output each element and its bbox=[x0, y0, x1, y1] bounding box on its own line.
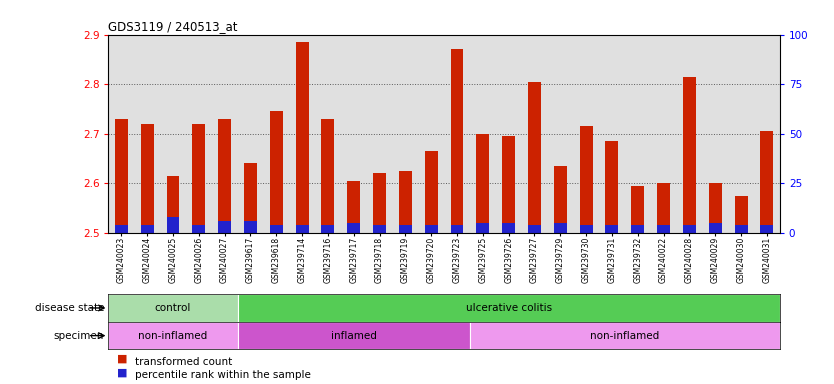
Bar bbox=[167, 217, 179, 233]
Text: disease state: disease state bbox=[35, 303, 104, 313]
Bar bbox=[399, 225, 412, 233]
Text: transformed count: transformed count bbox=[135, 356, 233, 367]
Bar bbox=[347, 223, 360, 233]
Bar bbox=[631, 225, 644, 233]
Bar bbox=[321, 225, 334, 233]
Text: ulcerative colitis: ulcerative colitis bbox=[465, 303, 552, 313]
Bar bbox=[709, 183, 721, 233]
Bar bbox=[425, 225, 438, 233]
Bar bbox=[761, 225, 773, 233]
Bar bbox=[167, 176, 179, 233]
Bar bbox=[476, 134, 490, 233]
Bar bbox=[605, 141, 618, 233]
Bar bbox=[683, 225, 696, 233]
Bar bbox=[657, 225, 670, 233]
Bar bbox=[321, 119, 334, 233]
Bar bbox=[373, 173, 386, 233]
Text: non-inflamed: non-inflamed bbox=[590, 331, 660, 341]
Bar bbox=[219, 221, 231, 233]
Bar bbox=[528, 225, 541, 233]
Bar bbox=[141, 225, 153, 233]
Bar bbox=[193, 124, 205, 233]
Bar bbox=[270, 225, 283, 233]
Bar bbox=[761, 131, 773, 233]
Bar bbox=[108, 322, 238, 349]
Bar bbox=[580, 225, 593, 233]
Bar bbox=[219, 119, 231, 233]
Bar bbox=[244, 221, 257, 233]
Bar bbox=[450, 225, 464, 233]
Bar bbox=[476, 223, 490, 233]
Bar bbox=[554, 166, 567, 233]
Bar bbox=[193, 225, 205, 233]
Bar bbox=[683, 77, 696, 233]
Bar bbox=[373, 225, 386, 233]
Bar bbox=[554, 223, 567, 233]
Bar bbox=[108, 294, 238, 322]
Text: ■: ■ bbox=[117, 367, 128, 377]
Bar bbox=[470, 322, 780, 349]
Bar bbox=[580, 126, 593, 233]
Bar bbox=[141, 124, 153, 233]
Bar bbox=[605, 225, 618, 233]
Bar bbox=[270, 111, 283, 233]
Bar bbox=[115, 225, 128, 233]
Bar bbox=[399, 171, 412, 233]
Bar bbox=[735, 225, 747, 233]
Bar bbox=[295, 42, 309, 233]
Bar bbox=[238, 294, 780, 322]
Text: inflamed: inflamed bbox=[331, 331, 377, 341]
Bar bbox=[709, 223, 721, 233]
Bar bbox=[425, 151, 438, 233]
Bar bbox=[528, 82, 541, 233]
Text: percentile rank within the sample: percentile rank within the sample bbox=[135, 370, 311, 381]
Bar bbox=[631, 185, 644, 233]
Bar bbox=[502, 136, 515, 233]
Text: non-inflamed: non-inflamed bbox=[138, 331, 208, 341]
Text: ■: ■ bbox=[117, 354, 128, 364]
Text: GDS3119 / 240513_at: GDS3119 / 240513_at bbox=[108, 20, 238, 33]
Text: specimen: specimen bbox=[54, 331, 104, 341]
Bar bbox=[295, 225, 309, 233]
Bar bbox=[450, 50, 464, 233]
Bar bbox=[502, 223, 515, 233]
Bar bbox=[238, 322, 470, 349]
Text: control: control bbox=[155, 303, 191, 313]
Bar bbox=[115, 119, 128, 233]
Bar bbox=[347, 181, 360, 233]
Bar bbox=[244, 163, 257, 233]
Bar bbox=[735, 195, 747, 233]
Bar bbox=[657, 183, 670, 233]
